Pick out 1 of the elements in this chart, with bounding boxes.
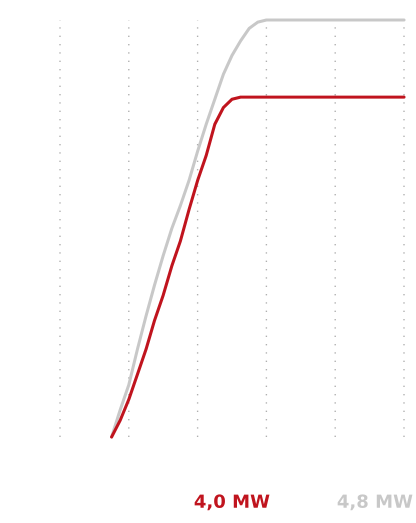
- text: 4,0 MW: [194, 494, 270, 510]
